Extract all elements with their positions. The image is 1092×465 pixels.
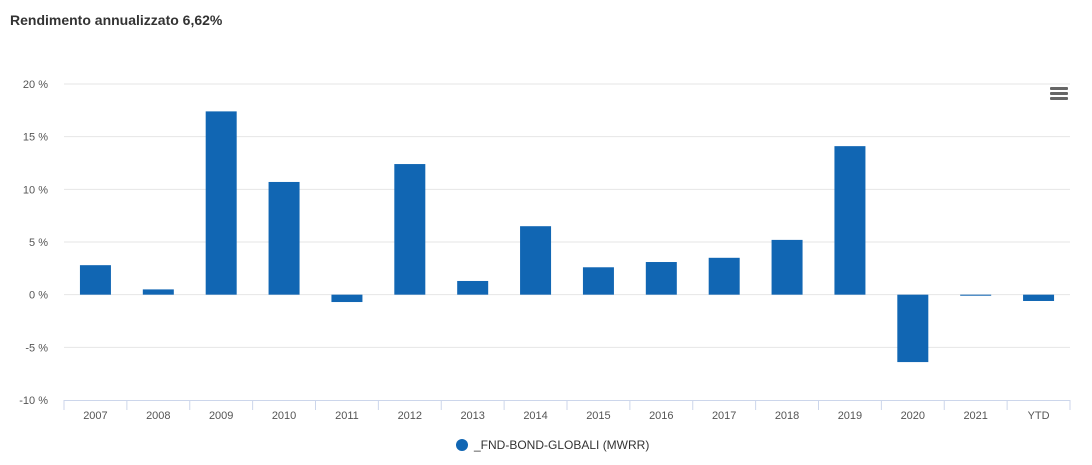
x-tick-label: 2014 <box>523 410 547 422</box>
legend-label: _FND-BOND-GLOBALI (MWRR) <box>474 438 650 452</box>
x-tick-label: 2009 <box>209 410 233 422</box>
y-tick-label: -10 % <box>19 395 48 407</box>
x-tick-label: 2007 <box>83 410 107 422</box>
y-tick-label: -5 % <box>25 342 48 354</box>
bar-2012 <box>394 164 426 295</box>
x-tick-label: 2021 <box>963 410 987 422</box>
x-tick-label: 2019 <box>838 410 862 422</box>
bar-2014 <box>520 226 552 295</box>
bar-2011 <box>331 294 363 303</box>
y-tick-label: 0 % <box>29 290 48 302</box>
legend-marker-icon <box>456 439 468 451</box>
bar-YTD <box>1023 294 1055 301</box>
chart-title: Rendimento annualizzato 6,62% <box>10 12 223 28</box>
x-tick-label: 2020 <box>901 410 925 422</box>
bar-2015 <box>582 267 614 295</box>
bar-2009 <box>205 111 237 295</box>
bar-2010 <box>268 181 300 295</box>
x-tick-label: 2018 <box>775 410 799 422</box>
bar-2008 <box>142 289 174 295</box>
bar-2018 <box>771 239 803 295</box>
x-tick-label: 2011 <box>335 410 359 422</box>
y-tick-label: 10 % <box>23 184 48 196</box>
y-tick-label: 20 % <box>23 79 48 91</box>
x-tick-label: 2017 <box>712 410 736 422</box>
x-tick-label: 2010 <box>272 410 296 422</box>
x-tick-label: 2015 <box>586 410 610 422</box>
bar-2020 <box>897 294 929 363</box>
bar-2019 <box>834 146 866 295</box>
bar-2016 <box>645 262 677 295</box>
x-tick-label: 2012 <box>398 410 422 422</box>
bar-2017 <box>708 257 740 295</box>
bar-2021 <box>960 294 992 296</box>
bar-2007 <box>79 265 111 295</box>
legend-item[interactable]: _FND-BOND-GLOBALI (MWRR) <box>456 438 649 452</box>
y-tick-label: 15 % <box>23 132 48 144</box>
y-tick-label: 5 % <box>29 237 48 249</box>
x-tick-label: 2013 <box>460 410 484 422</box>
bar-2013 <box>457 280 489 295</box>
x-tick-label: 2016 <box>649 410 673 422</box>
x-tick-label: YTD <box>1028 410 1050 422</box>
x-tick-label: 2008 <box>146 410 170 422</box>
hamburger-menu-icon[interactable] <box>1050 87 1068 101</box>
